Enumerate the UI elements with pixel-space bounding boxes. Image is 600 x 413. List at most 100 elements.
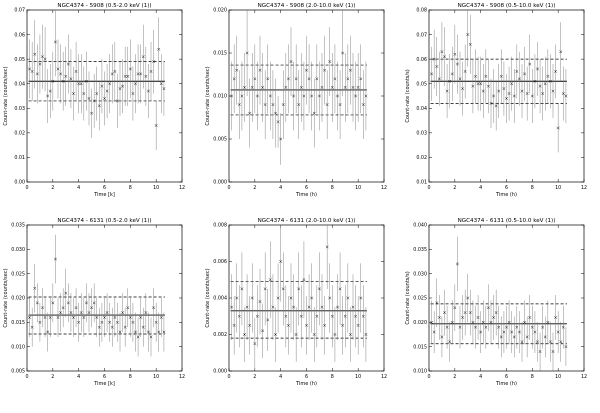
data-point bbox=[294, 77, 298, 81]
data-point bbox=[92, 99, 96, 103]
data-point bbox=[53, 40, 57, 44]
y-axis-label: Count-rate (counts/sec) bbox=[205, 66, 211, 125]
data-point bbox=[364, 94, 368, 98]
data-point bbox=[139, 72, 143, 76]
x-tick-label: 10 bbox=[555, 185, 561, 191]
data-point bbox=[455, 62, 459, 66]
data-point bbox=[474, 325, 477, 329]
x-tick-label: 6 bbox=[103, 374, 106, 380]
x-tick-label: 10 bbox=[355, 185, 361, 191]
data-point bbox=[476, 82, 480, 86]
data-point bbox=[536, 67, 539, 71]
data-point bbox=[250, 85, 254, 89]
data-point bbox=[515, 325, 519, 329]
data-point bbox=[325, 103, 329, 107]
x-axis-label: Time [k] bbox=[93, 381, 115, 387]
data-point bbox=[152, 306, 156, 310]
data-point bbox=[437, 77, 441, 81]
data-point bbox=[333, 333, 337, 336]
y-tick-label: 0.015 bbox=[11, 320, 25, 326]
y-tick-label: 0.05 bbox=[14, 57, 25, 63]
data-point bbox=[328, 60, 332, 64]
x-tick-label: 4 bbox=[279, 185, 282, 191]
data-point bbox=[343, 85, 347, 89]
data-point bbox=[28, 315, 32, 319]
data-point bbox=[507, 320, 511, 324]
data-point bbox=[157, 330, 161, 334]
data-point bbox=[258, 68, 262, 72]
data-point bbox=[432, 57, 436, 61]
data-point bbox=[61, 306, 65, 310]
data-point bbox=[35, 301, 39, 305]
x-tick-label: 2 bbox=[51, 185, 54, 191]
y-tick-label: 0.035 bbox=[11, 223, 25, 229]
data-point bbox=[489, 101, 493, 105]
data-point bbox=[551, 350, 555, 354]
data-point bbox=[69, 77, 73, 81]
x-axis-label: Time (h) bbox=[295, 381, 317, 387]
data-point bbox=[97, 104, 101, 108]
y-tick-label: 0.035 bbox=[413, 247, 427, 253]
data-point bbox=[243, 333, 246, 336]
y-tick-label: 0.04 bbox=[14, 81, 25, 87]
x-tick-label: 6 bbox=[103, 185, 106, 191]
data-point bbox=[354, 94, 358, 98]
x-tick-label: 8 bbox=[129, 185, 132, 191]
data-point bbox=[312, 333, 316, 336]
data-point bbox=[468, 42, 472, 46]
x-tick-label: 0 bbox=[25, 374, 28, 380]
data-point bbox=[359, 296, 363, 300]
data-point bbox=[286, 77, 290, 81]
data-point bbox=[440, 335, 444, 339]
data-point bbox=[359, 77, 363, 81]
x-axis-label: Time (h) bbox=[495, 192, 517, 198]
data-point bbox=[541, 92, 545, 96]
x-tick-label: 8 bbox=[531, 185, 534, 191]
data-point bbox=[336, 94, 339, 98]
data-point bbox=[126, 306, 130, 310]
x-tick-label: 2 bbox=[453, 374, 456, 380]
data-point bbox=[546, 320, 550, 324]
data-point bbox=[450, 72, 454, 76]
data-point bbox=[448, 340, 452, 344]
data-point bbox=[64, 291, 68, 295]
data-point bbox=[235, 296, 239, 300]
data-point bbox=[48, 89, 52, 93]
data-point bbox=[533, 79, 537, 83]
data-point bbox=[528, 315, 532, 319]
x-tick-label: 0 bbox=[25, 185, 28, 191]
data-point bbox=[351, 85, 355, 89]
data-point bbox=[510, 330, 514, 334]
data-point bbox=[253, 77, 257, 81]
data-point bbox=[484, 325, 488, 329]
y-tick-label: 0.004 bbox=[213, 296, 227, 302]
data-point bbox=[559, 340, 563, 344]
x-tick-label: 12 bbox=[179, 374, 185, 380]
data-point bbox=[458, 77, 462, 81]
data-point bbox=[261, 329, 265, 333]
x-tick-label: 0 bbox=[227, 374, 230, 380]
data-point bbox=[64, 74, 68, 78]
data-point bbox=[157, 47, 161, 51]
x-tick-label: 12 bbox=[179, 185, 185, 191]
panel-5: NGC4374 - 6131 (2.0-10.0 keV (1)) 0 2 4 6 8 10… bbox=[205, 218, 387, 387]
data-point bbox=[556, 126, 560, 130]
data-point bbox=[305, 323, 308, 327]
data-point bbox=[536, 340, 539, 344]
data-point bbox=[494, 311, 498, 315]
panel-6: NGC4374 - 6131 (0.5-10.0 keV (1)) 0 2 4 6 8 10… bbox=[405, 218, 587, 387]
data-point bbox=[551, 89, 555, 93]
data-point bbox=[38, 320, 42, 324]
data-point bbox=[268, 278, 272, 282]
data-point bbox=[105, 89, 109, 93]
x-tick-label: 12 bbox=[581, 185, 587, 191]
data-point bbox=[115, 99, 119, 103]
data-point bbox=[250, 296, 254, 300]
data-point bbox=[77, 82, 81, 86]
data-point bbox=[100, 320, 104, 324]
y-tick-label: 0.06 bbox=[416, 57, 427, 63]
data-point bbox=[538, 84, 542, 88]
data-point bbox=[525, 335, 529, 339]
data-point bbox=[310, 94, 314, 98]
